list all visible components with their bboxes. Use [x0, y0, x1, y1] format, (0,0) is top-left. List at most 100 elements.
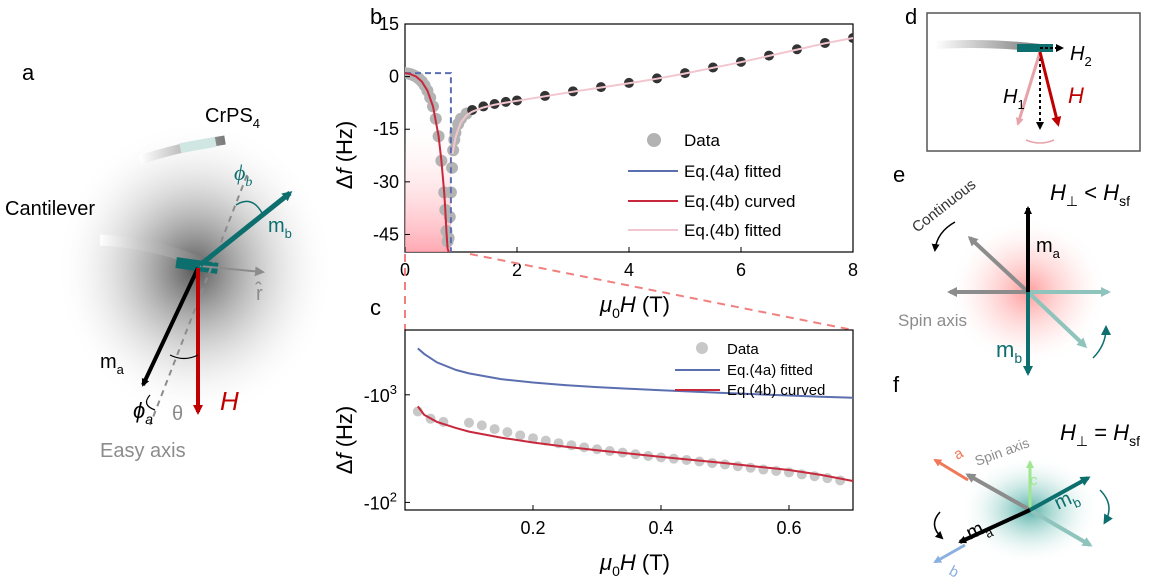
plot-b-xlabel: μ0H (T): [599, 292, 670, 321]
canted-gray-arrow: [967, 235, 1030, 294]
legend-label-4b-curved: Eq.(4b) curved: [684, 192, 796, 211]
data-point: [464, 417, 474, 428]
cantilever-label: Cantilever: [5, 198, 95, 220]
y-tick-label: 15: [379, 14, 399, 34]
plot-b-frame: [404, 23, 854, 253]
legend-label-4a-c: Eq.(4a) fitted: [727, 362, 813, 379]
data-point: [442, 231, 455, 244]
crps4-label: CrPS4: [205, 105, 260, 131]
plot-b-marks: [405, 33, 853, 252]
data-point: [476, 420, 487, 431]
m-a-label: ma: [100, 351, 125, 377]
c-axis-label: c: [1030, 472, 1038, 489]
canted-teal-arrow: [1026, 290, 1088, 349]
phi-b-label: ϕb: [234, 160, 252, 190]
data-point: [592, 444, 602, 455]
y-tick-label: -30: [373, 172, 399, 192]
b-axis-arrow: [933, 543, 966, 564]
m-a-arrow: [141, 267, 200, 387]
m-b-arrow-f: [1029, 476, 1091, 512]
panel-e-title: H⊥ < Hsf: [1050, 180, 1130, 209]
theta-label: θ: [172, 403, 183, 425]
data-point: [745, 462, 756, 473]
data-point: [579, 442, 590, 453]
y-tick-label: -102: [364, 489, 397, 513]
a-axis-arrow: [933, 458, 969, 482]
m-b-arrow: [198, 191, 293, 267]
rotation-arrow-teal-e: [1092, 325, 1111, 359]
sample-on-cantilever: [175, 257, 219, 274]
m-a-label-e: ma: [1036, 235, 1061, 261]
x-tick-label: 6: [736, 260, 746, 280]
panel-label-a: a: [22, 60, 35, 85]
series-line-eq-4b-curved: [417, 405, 853, 482]
continuous-label: Continuous: [909, 176, 979, 236]
rotation-arrow-teal-f: [1099, 489, 1113, 525]
h1-arrow: [1015, 51, 1042, 126]
panel-label-e: e: [893, 162, 905, 187]
plot-c-ticks: 0.2 0.4 0.6 -103 -102: [364, 382, 802, 538]
plot-b-legend: Data Eq.(4a) fitted Eq.(4b) curved Eq.(4…: [628, 131, 796, 240]
r-hat-label: r̂: [254, 281, 263, 305]
y-tick-label: -45: [373, 224, 399, 244]
legend-marker-data: [647, 133, 661, 147]
spin-axis-label-e: Spin axis: [898, 311, 967, 330]
x-tick-label: 0.2: [520, 518, 545, 538]
panel-c: c 0.2 0.4 0.6 -103 -102 Δf (Hz) μ0H (T) Data…: [332, 295, 854, 577]
m-b-label: mb: [268, 215, 292, 241]
data-point: [502, 427, 513, 438]
cantilever: [99, 234, 203, 268]
rotation-arrow-black-f: [933, 511, 944, 540]
panel-e: e H⊥ < Hsf ma mb Spin axis Continuous: [893, 162, 1130, 376]
data-point: [515, 430, 526, 441]
y-tick-label: -15: [373, 119, 399, 139]
h-label: H: [220, 386, 239, 416]
h-arrow-d: [1038, 51, 1062, 127]
plot-c-legend: Data Eq.(4a) fitted Eq.(4b) curved: [675, 341, 825, 399]
panel-f-title: H⊥ = Hsf: [1060, 420, 1140, 449]
r-hat-arrow: [199, 265, 265, 277]
y-tick-label: -103: [364, 382, 397, 406]
a-axis-label: a: [951, 444, 967, 463]
series-line-eq-4b-fitted: [451, 37, 853, 154]
data-point: [446, 161, 459, 174]
x-tick-label: 0.4: [648, 518, 673, 538]
h-label-d: H: [1068, 83, 1084, 108]
zoom-connector-right: [469, 253, 854, 331]
m-a-arrow-f: [958, 508, 1031, 544]
legend-label-4b-c: Eq.(4b) curved: [727, 382, 825, 399]
phi-b-arc: [235, 200, 263, 214]
spin-axis-arrow-f: [965, 473, 1031, 512]
data-point: [528, 433, 538, 444]
data-point: [489, 424, 500, 435]
legend-label-data: Data: [684, 131, 720, 150]
crps4-crystal: [179, 136, 217, 154]
panel-d: d H2 H1 H: [905, 4, 1141, 152]
phi-a-arc: [145, 394, 156, 411]
plot-c-frame: [404, 329, 854, 511]
series-line-eq-4b-curved: [405, 72, 450, 252]
m-b-label-e: mb: [996, 337, 1022, 366]
panel-b: b 02468150-15-30-45 Δf (Hz) μ0H (T) Data…: [332, 4, 858, 321]
b-axis-label: b: [946, 563, 961, 577]
legend-label-4b-fitted: Eq.(4b) fitted: [684, 221, 781, 240]
panel-label-b: b: [370, 4, 382, 29]
data-point: [707, 458, 718, 469]
phi-a-label: ϕa: [133, 398, 153, 427]
panel-d-box: [926, 12, 1141, 152]
continuous-rotation-arrow: [931, 221, 956, 252]
rotation-arc-d: [1025, 139, 1055, 144]
panel-label-c: c: [370, 295, 381, 320]
x-tick-label: 2: [512, 260, 522, 280]
data-point: [720, 459, 730, 470]
x-tick-label: 8: [848, 260, 858, 280]
x-tick-label: 4: [624, 260, 634, 280]
theta-arc: [169, 354, 199, 360]
h2-label: H2: [1070, 43, 1092, 69]
series-line-eq-4a-fitted: [405, 72, 452, 252]
plot-c-xlabel: μ0H (T): [599, 550, 670, 577]
x-tick-label: 0.6: [776, 518, 801, 538]
teal-arrow-f: [1028, 508, 1093, 547]
legend-label-data-c: Data: [727, 341, 759, 358]
